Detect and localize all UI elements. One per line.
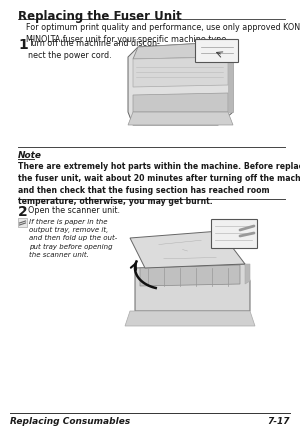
Text: Note: Note — [18, 151, 42, 160]
Polygon shape — [133, 43, 228, 60]
Polygon shape — [128, 113, 233, 126]
Polygon shape — [133, 94, 228, 113]
Text: 2: 2 — [18, 204, 28, 219]
Text: If there is paper in the
output tray, remove it,
and then fold up the out-
put t: If there is paper in the output tray, re… — [29, 219, 117, 257]
Polygon shape — [135, 265, 250, 311]
Polygon shape — [133, 58, 228, 88]
Polygon shape — [140, 265, 240, 286]
FancyBboxPatch shape — [18, 218, 27, 228]
FancyBboxPatch shape — [212, 220, 257, 249]
Text: 1: 1 — [18, 38, 28, 52]
Polygon shape — [228, 58, 233, 113]
Text: For optimum print quality and performance, use only approved KONICA
MINOLTA fuse: For optimum print quality and performanc… — [26, 23, 300, 44]
FancyBboxPatch shape — [196, 40, 238, 63]
Polygon shape — [128, 43, 233, 126]
Text: Turn off the machine and discon-
nect the power cord.: Turn off the machine and discon- nect th… — [28, 39, 160, 60]
Text: There are extremely hot parts within the machine. Before replacing
the fuser uni: There are extremely hot parts within the… — [18, 161, 300, 206]
Polygon shape — [125, 311, 255, 326]
Text: Replacing Consumables: Replacing Consumables — [10, 416, 130, 425]
Polygon shape — [130, 231, 245, 268]
Polygon shape — [245, 265, 250, 284]
Text: 7-17: 7-17 — [268, 416, 290, 425]
Text: Replacing the Fuser Unit: Replacing the Fuser Unit — [18, 10, 182, 23]
Text: Open the scanner unit.: Open the scanner unit. — [28, 205, 120, 215]
